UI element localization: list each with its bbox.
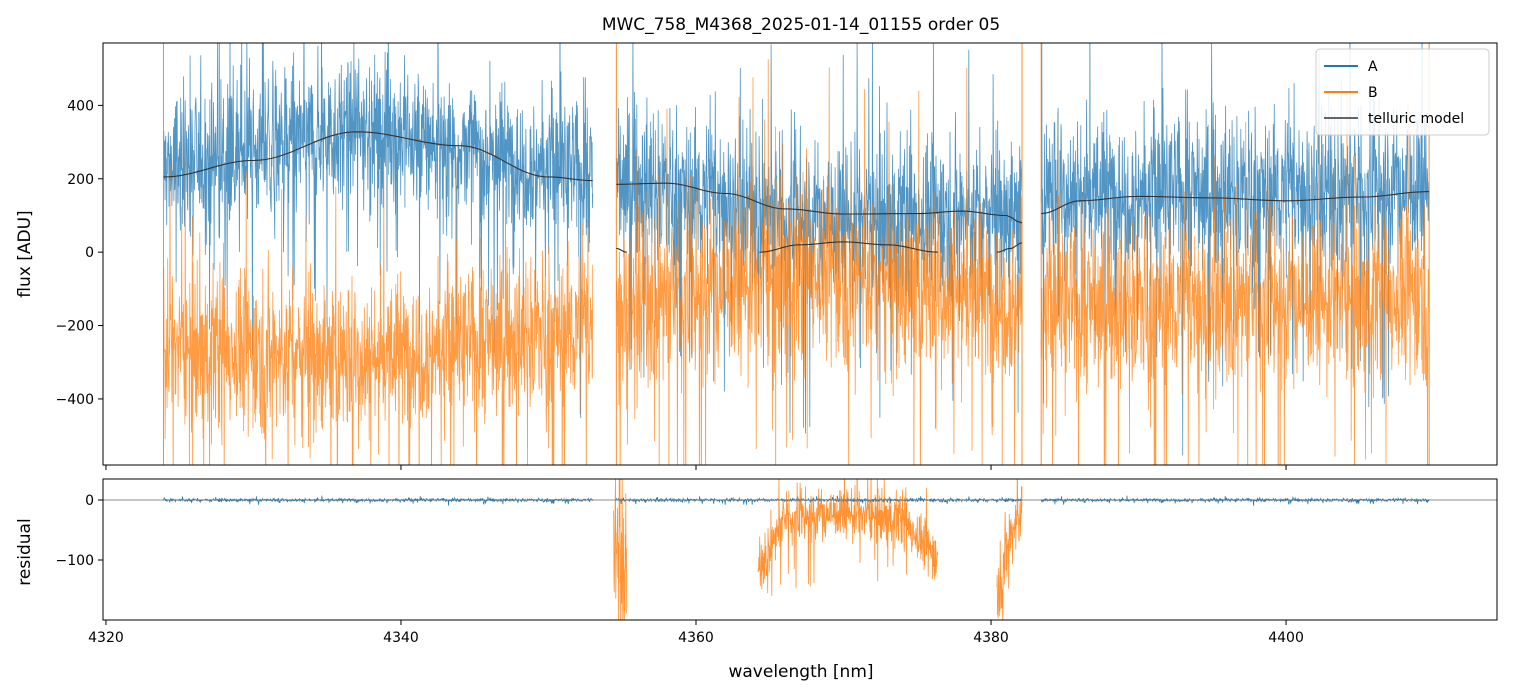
chart-title: MWC_758_M4368_2025-01-14_01155 order 05	[602, 15, 1000, 35]
flux-ytick-label: 400	[67, 98, 94, 114]
telluric-model-segment-5	[1041, 191, 1430, 215]
flux-y-axis-label: flux [ADU]	[15, 210, 35, 297]
telluric-model-segment-3	[759, 241, 938, 253]
legend-label-a: A	[1368, 59, 1378, 75]
residual-a-segment-2	[1040, 495, 1430, 506]
residual-b-segment-0	[613, 479, 628, 620]
residual-b-segment-2	[996, 479, 1023, 620]
legend-box	[1315, 48, 1490, 136]
flux-x-ticks	[105, 465, 1287, 470]
residual-ytick-label: −100	[56, 553, 94, 569]
residual-a-segment-0	[163, 495, 593, 506]
xtick-label: 4360	[678, 630, 714, 646]
flux-ytick-label: −400	[56, 392, 94, 408]
residual-b-segment-1	[757, 479, 939, 596]
residual-plot-area	[103, 479, 1497, 620]
residual-y-axis: 0 −100	[56, 493, 103, 569]
flux-ytick-label: 200	[67, 172, 94, 188]
legend-label-telluric: telluric model	[1368, 111, 1464, 127]
telluric-model-segment-0	[163, 131, 593, 182]
flux-ytick-label: 0	[85, 245, 94, 261]
series-a-segment-0	[163, 43, 594, 419]
residual-panel: 0 −100 4320 4340 4360 4380 4400 residual wave…	[15, 478, 1498, 682]
residual-x-axis: 4320 4340 4360 4380 4400	[88, 620, 1304, 646]
series-b-segment-2	[1040, 91, 1430, 465]
residual-y-axis-label: residual	[15, 518, 35, 585]
flux-ytick-label: −200	[56, 319, 94, 335]
xtick-label: 4400	[1268, 630, 1304, 646]
x-axis-label: wavelength [nm]	[728, 662, 873, 682]
xtick-label: 4340	[383, 630, 419, 646]
flux-y-axis: 400 200 0 −200 −400	[56, 98, 103, 408]
flux-axes-frame	[102, 42, 1498, 466]
residual-axes-frame	[102, 478, 1498, 621]
series-b-segment-1	[615, 59, 1023, 465]
residual-ytick-label: 0	[85, 493, 94, 509]
telluric-model-segment-1	[616, 182, 1023, 224]
telluric-model-segment-4	[996, 242, 1022, 253]
flux-panel: 400 200 0 −200 −400 flux [ADU] A B telluric …	[15, 42, 1498, 470]
series-b-segment-0	[163, 154, 594, 465]
xtick-label: 4320	[88, 630, 124, 646]
telluric-model-segment-2	[616, 247, 627, 253]
legend-label-b: B	[1368, 85, 1378, 101]
legend: A B telluric model	[1315, 48, 1490, 136]
xtick-label: 4380	[973, 630, 1009, 646]
